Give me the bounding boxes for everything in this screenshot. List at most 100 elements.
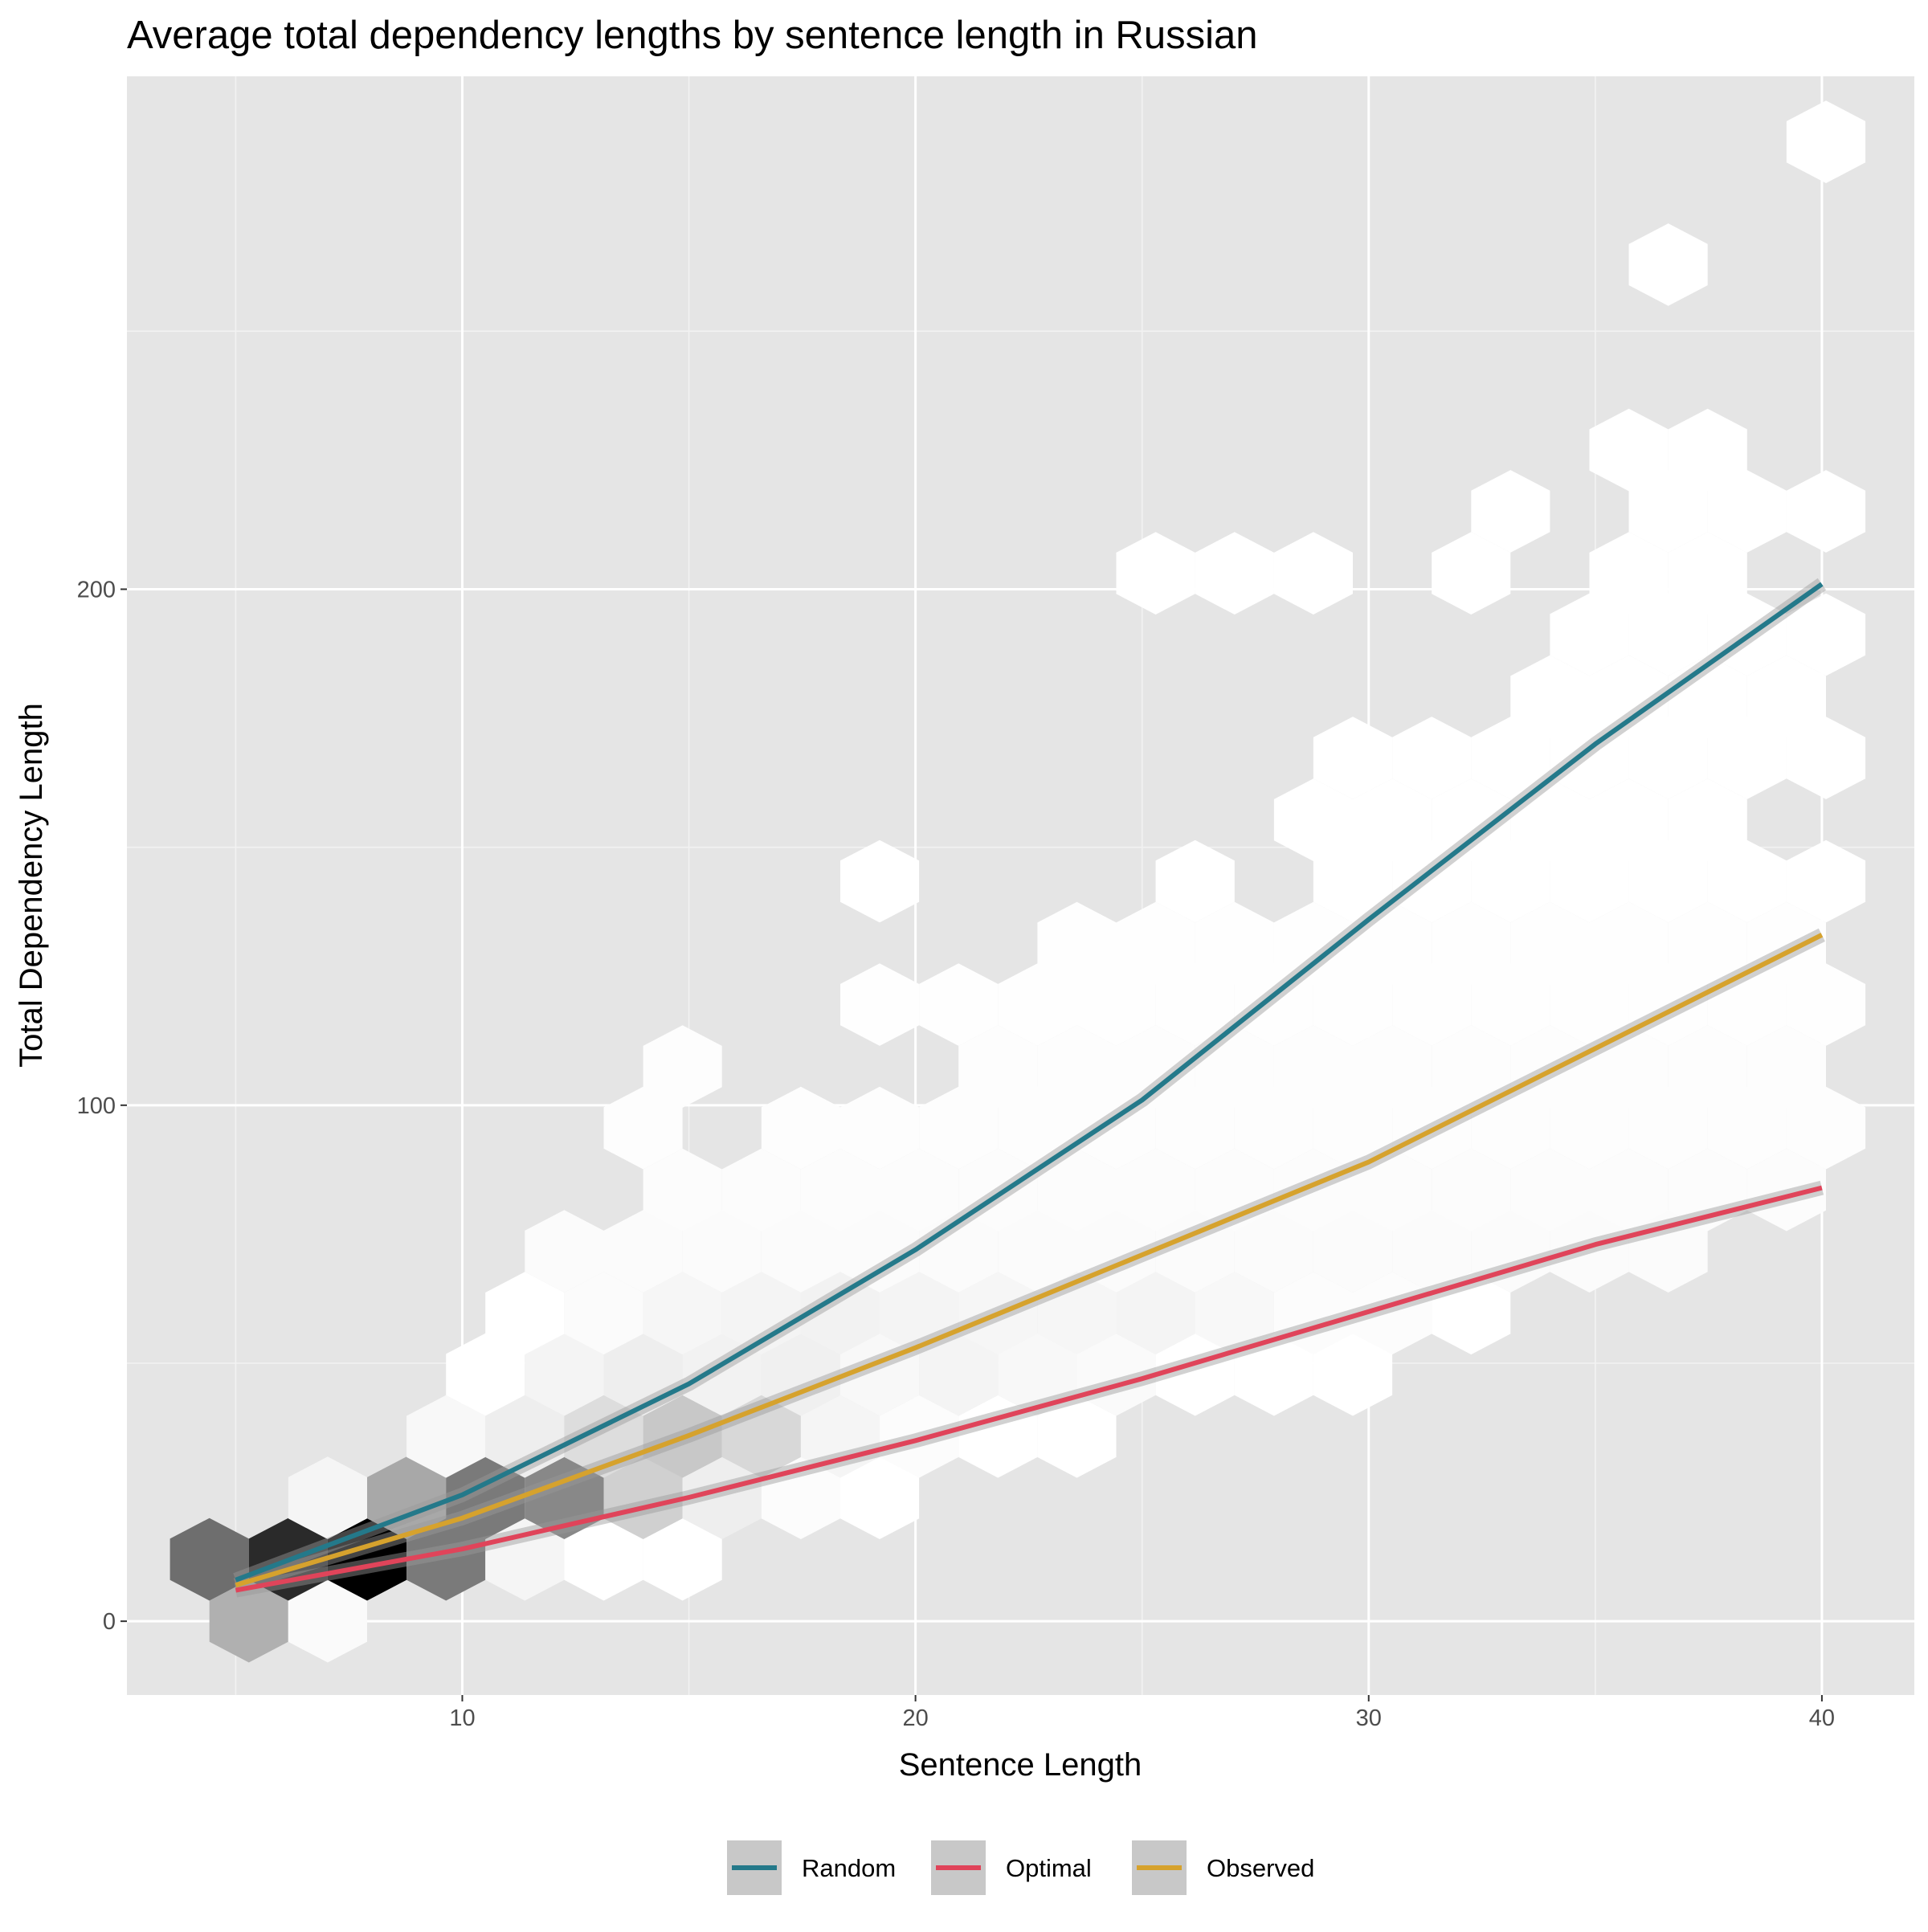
hexbin [1273, 778, 1353, 861]
hexbin [1116, 532, 1195, 615]
hexbin [288, 1579, 367, 1663]
hexbin [643, 1517, 722, 1601]
hexbin [1550, 717, 1629, 799]
hexbin [1589, 778, 1669, 861]
hexbin [998, 1210, 1077, 1293]
hexbin [643, 1148, 722, 1231]
hexbin [603, 1210, 683, 1293]
hexbin [1668, 1025, 1747, 1108]
hexbin [1668, 408, 1747, 492]
hexbin [1786, 963, 1866, 1046]
hexbin [840, 963, 920, 1046]
hexbin [1234, 1086, 1313, 1170]
hexbin [603, 1456, 683, 1539]
hexbin [1273, 901, 1353, 985]
hexbin [919, 1210, 999, 1293]
hexbin [1076, 1086, 1156, 1170]
hexbin [1589, 1148, 1669, 1231]
hexbin [1628, 593, 1708, 676]
hexbin [919, 1086, 999, 1170]
hexbin [1628, 1086, 1708, 1170]
hexbin [721, 1148, 801, 1231]
hexbin [919, 963, 999, 1046]
hexbin [1746, 1025, 1826, 1108]
hexbin [367, 1456, 447, 1539]
hexbin [643, 1025, 722, 1108]
hexbin [682, 1210, 762, 1293]
hexbin [1392, 963, 1472, 1046]
hexbin [1195, 532, 1274, 615]
hexbin [643, 1272, 722, 1355]
hexbin [1707, 839, 1787, 923]
hexbin [1116, 901, 1195, 985]
hexbin [406, 1395, 486, 1478]
hexbin [170, 1517, 249, 1601]
hexbin [1432, 1272, 1511, 1355]
hexbin [1116, 1025, 1195, 1108]
hexbin [1313, 1086, 1393, 1170]
hexbin [1510, 655, 1590, 738]
hexbin [998, 1086, 1077, 1170]
legend-label: Optimal [1006, 1854, 1092, 1882]
hexbin [1510, 778, 1590, 861]
series-line [235, 933, 1824, 1588]
hexbin [1313, 839, 1393, 923]
hexbin [919, 1333, 999, 1416]
hexbin [1037, 901, 1117, 985]
hexbin [1195, 1272, 1274, 1355]
hexbin [1589, 1025, 1669, 1108]
hexbin [1786, 839, 1866, 923]
hexbin [1037, 1395, 1117, 1478]
hexbin [1589, 655, 1669, 738]
y-tick-label: 0 [103, 1609, 116, 1635]
hexbin [525, 1456, 604, 1539]
hexbin [525, 1210, 604, 1293]
legend-label: Random [802, 1854, 896, 1882]
series-line [235, 1185, 1823, 1593]
hexbin [564, 1272, 643, 1355]
hexbin [1550, 839, 1629, 923]
hexbin [1432, 778, 1511, 861]
hexbin [1786, 1086, 1866, 1170]
hexbin [1155, 839, 1235, 923]
hexbin [1471, 1086, 1550, 1170]
hexbin [1273, 1025, 1353, 1108]
x-tick-label: 10 [449, 1705, 475, 1731]
hexbin [564, 1517, 643, 1601]
hexbin [1273, 1148, 1353, 1231]
x-tick-label: 20 [902, 1705, 928, 1731]
hexbin [761, 1333, 840, 1416]
hexbin [1510, 1025, 1590, 1108]
hexbin [1628, 839, 1708, 923]
hexbin [1353, 901, 1432, 985]
hexbin [1116, 1272, 1195, 1355]
hexbin [1432, 532, 1511, 615]
hexbin [1313, 1210, 1393, 1293]
hexbin [1550, 593, 1629, 676]
hexbin [1313, 1333, 1393, 1416]
hexbin [1707, 1086, 1787, 1170]
hexbin [1707, 717, 1787, 799]
hexbin [1195, 1025, 1274, 1108]
hexbin [1234, 1333, 1313, 1416]
x-tick-label: 30 [1356, 1705, 1382, 1731]
y-axis-title: Total Dependency Length [14, 703, 49, 1068]
x-tick-label: 40 [1809, 1705, 1835, 1731]
hexbin [1628, 470, 1708, 553]
hexbin [840, 1456, 920, 1539]
hexbin [800, 1272, 880, 1355]
hexbin [1076, 1333, 1156, 1416]
y-tick-label: 200 [77, 577, 116, 602]
hexbin [1353, 1272, 1432, 1355]
hexbin [1471, 963, 1550, 1046]
hexbin [1471, 839, 1550, 923]
hexbin [1353, 1148, 1432, 1231]
hexbin [1510, 901, 1590, 985]
hexbin [1234, 1210, 1313, 1293]
hexbin [1155, 1333, 1235, 1416]
hexbin [1628, 717, 1708, 799]
hexbin [1037, 1272, 1117, 1355]
hexbin [1155, 1210, 1235, 1293]
hexbin [406, 1517, 486, 1601]
